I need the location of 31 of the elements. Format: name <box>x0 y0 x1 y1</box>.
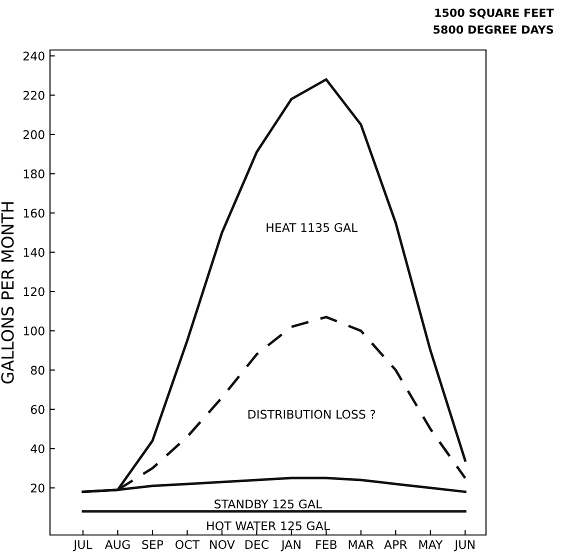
x-tick-label: FEB <box>316 540 337 549</box>
annotation: DISTRIBUTION LOSS ? <box>248 410 376 419</box>
x-tick-label: DEC <box>245 540 268 549</box>
y-tick-label: 40 <box>30 444 44 454</box>
x-tick-label: JUL <box>73 540 92 552</box>
x-tick-label: AUG <box>104 540 130 549</box>
x-tick-label: MAY <box>419 540 443 549</box>
x-tick-label: MAR <box>348 540 374 549</box>
y-tick-label: 180 <box>24 169 44 178</box>
y-tick-label: 140 <box>24 248 44 257</box>
y-axis-title: GALLONS PER MONTH <box>1 202 14 384</box>
y-tick-label: 60 <box>30 405 44 414</box>
annotation: HOT WATER 125 GAL <box>207 521 330 530</box>
y-tick-label: 20 <box>30 484 44 493</box>
y-tick-label: 240 <box>23 52 44 61</box>
y-tick-label: 160 <box>24 208 44 218</box>
x-tick-label: JAN <box>280 540 300 552</box>
y-tick-label: 200 <box>23 130 44 140</box>
annotation: STANDBY 125 GAL <box>214 500 322 508</box>
y-tick-label: 80 <box>30 366 44 375</box>
x-tick-label: OCT <box>176 540 200 549</box>
y-tick-label: 220 <box>23 90 44 100</box>
x-tick-label: NOV <box>210 540 235 549</box>
text: 1500 SQUARE FEET <box>435 8 554 18</box>
y-tick-label: 100 <box>24 326 44 336</box>
text: 5800 DEGREE DAYS <box>434 25 554 34</box>
x-tick-label: SEP <box>142 540 164 549</box>
x-tick-label: APR <box>384 540 408 549</box>
x-tick-label: JUN <box>454 540 474 552</box>
y-tick-label: 120 <box>24 287 44 296</box>
annotation: HEAT 1135 GAL <box>266 223 358 232</box>
